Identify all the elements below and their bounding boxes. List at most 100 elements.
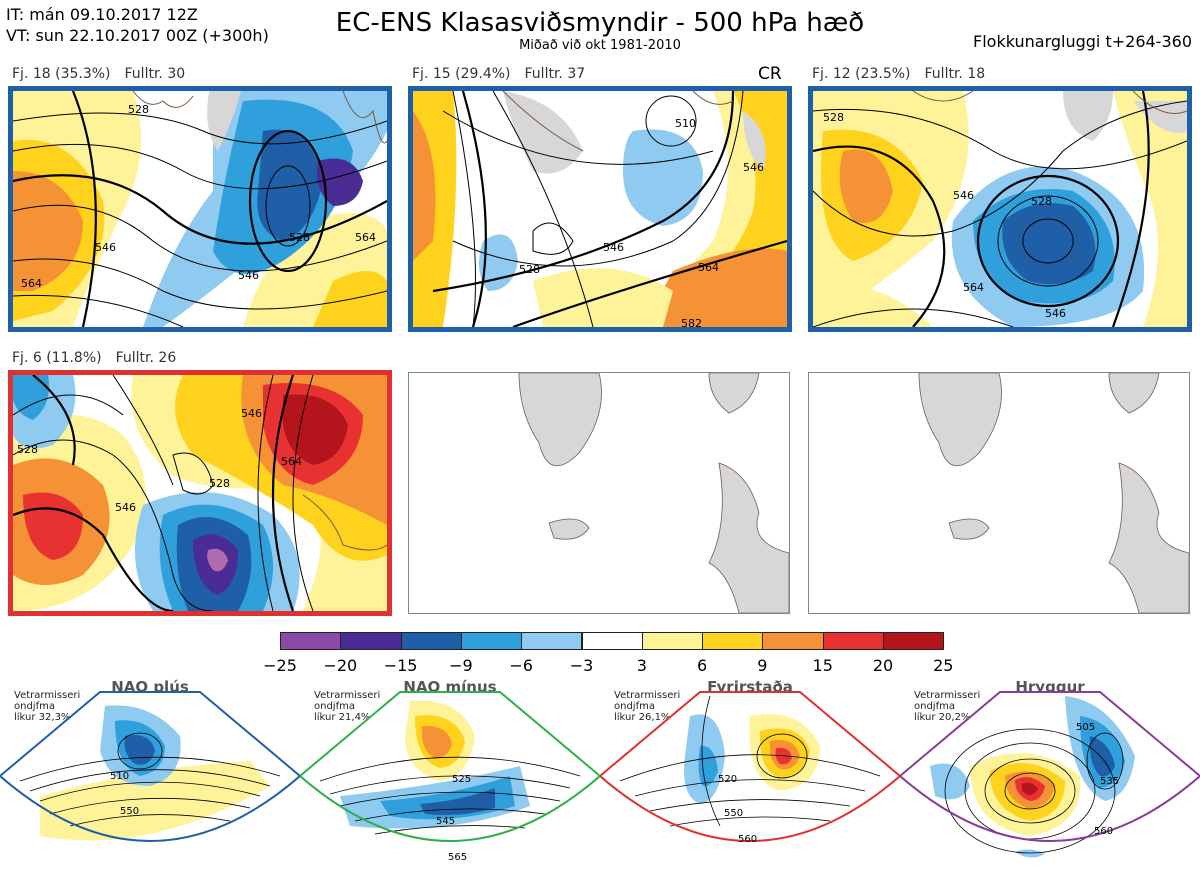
it-line: IT: mán 09.10.2017 12Z <box>6 5 198 24</box>
panel-4-contour-label: 528 <box>17 443 38 456</box>
colorbar-swatch <box>521 632 583 650</box>
colorbar-swatch <box>883 632 945 650</box>
regime-months: ondjfma <box>14 701 55 712</box>
panel-3-fj: Fj. 12 (23.5%) <box>812 66 911 82</box>
colorbar-swatch <box>340 632 402 650</box>
regime-ridge: Hryggur Vetrarmisseri ondjfma líkur 20,2… <box>900 676 1200 871</box>
regime-contour-label: 550 <box>724 808 743 819</box>
panel-1-contour-label: 546 <box>238 269 259 282</box>
panel-2-contour-label: 528 <box>519 263 540 276</box>
vt-line: VT: sun 22.10.2017 00Z (+300h) <box>6 26 269 45</box>
panel-2-contour-label: 546 <box>743 161 764 174</box>
page-title: EC-ENS Klasasviðsmyndir - 500 hPa hæð <box>335 8 865 38</box>
regime-meta: Vetrarmisseri ondjfma líkur 26,1% <box>614 690 680 723</box>
panel-2-fulltr: Fulltr. 37 <box>524 66 586 82</box>
panel-4-label: Fj. 6 (11.8%) Fulltr. 26 <box>12 350 190 366</box>
empty-map-panel-5 <box>408 372 790 614</box>
cluster-map-panel-3: 528 546 564 546 528 <box>808 86 1192 332</box>
regime-meta: Vetrarmisseri ondjfma líkur 20,2% <box>914 690 980 723</box>
panel-4-fulltr: Fulltr. 26 <box>115 350 177 366</box>
colorbar-swatch <box>581 632 643 650</box>
panel-4-contour-label: 546 <box>115 501 136 514</box>
colorbar-swatch <box>702 632 764 650</box>
regime-probability: líkur 32,3% <box>14 712 71 723</box>
classification-window: Flokkunargluggi t+264-360 <box>973 32 1192 51</box>
page-subtitle: Miðað við okt 1981-2010 <box>519 38 681 53</box>
panel-1-fulltr: Fulltr. 30 <box>124 66 186 82</box>
colorbar-tick-label: 15 <box>812 656 833 675</box>
header-info: IT: mán 09.10.2017 12Z VT: sun 22.10.201… <box>6 4 269 46</box>
panel-1-label: Fj. 18 (35.3%) Fulltr. 30 <box>12 66 199 82</box>
colorbar-tick-label: −25 <box>263 656 297 675</box>
panel-3-contour-label: 546 <box>953 189 974 202</box>
cluster-map-panel-1: 528 546 564 564 546 528 <box>8 86 392 332</box>
regime-season: Vetrarmisseri <box>914 690 981 701</box>
colorbar-tick-label: −3 <box>569 656 594 675</box>
panel-3-contour-label: 528 <box>823 111 844 124</box>
panel-2-contour-label: 582 <box>681 317 702 327</box>
empty-base-map <box>518 373 789 613</box>
colorbar-tick-label: −15 <box>383 656 418 675</box>
regime-meta: Vetrarmisseri ondjfma líkur 32,3% <box>14 690 80 723</box>
colorbar-swatch <box>460 632 523 650</box>
regime-contour-label: 505 <box>1076 722 1095 733</box>
cluster-map-1: 528 546 564 564 546 528 <box>13 91 387 327</box>
colorbar-tick-label: −6 <box>509 656 533 675</box>
colorbar-swatch <box>762 632 824 650</box>
regime-blocking: Fyrirstaða Vetrarmisseri ondjfma líkur 2… <box>600 676 900 871</box>
panel-2-contour-label: 564 <box>698 261 719 274</box>
regime-probability: líkur 21,4% <box>314 712 371 723</box>
regime-map-ridge: 505 535 560 <box>900 691 1200 858</box>
panel-2-contour-label: 510 <box>675 117 696 130</box>
panel-2-contour-label: 546 <box>603 241 624 254</box>
regime-probability: líkur 20,2% <box>914 712 971 723</box>
colorbar-swatch <box>280 632 342 650</box>
panel-2-label: Fj. 15 (29.4%) Fulltr. 37 <box>412 66 599 82</box>
cluster-map-panel-4: 528 546 564 546 528 <box>8 370 392 616</box>
colorbar-tick-label: 6 <box>697 656 708 675</box>
colorbar-tick-label: 25 <box>933 656 954 675</box>
regime-nao-minus: NAO mínus Vetrarmisseri ondjfma líkur 21… <box>300 676 600 871</box>
colorbar-tick-label: −20 <box>323 656 358 675</box>
panel-2-tag: CR <box>758 64 782 84</box>
regime-contour-label: 520 <box>718 774 737 785</box>
regime-season: Vetrarmisseri <box>614 690 681 701</box>
regime-contour-label: 525 <box>452 774 471 785</box>
regime-probability: líkur 26,1% <box>614 712 671 723</box>
regime-contour-label: 545 <box>436 816 455 827</box>
panel-1-contour-label: 564 <box>355 231 376 244</box>
panel-3-contour-label: 546 <box>1045 307 1066 320</box>
panel-1-contour-label: 528 <box>128 103 149 116</box>
regime-meta: Vetrarmisseri ondjfma líkur 21,4% <box>314 690 380 723</box>
regime-map-nao-plus: 510 550 <box>0 691 300 842</box>
regime-contour-label: 560 <box>738 834 757 845</box>
panel-1-fj: Fj. 18 (35.3%) <box>12 66 111 82</box>
regime-season: Vetrarmisseri <box>14 690 81 701</box>
regime-contour-label: 565 <box>448 852 467 863</box>
regime-contour-label: 550 <box>120 806 139 817</box>
cluster-map-3: 528 546 564 546 528 <box>813 91 1187 327</box>
colorbar-tick-label: −9 <box>449 656 473 675</box>
regime-map-blocking: 520 550 560 <box>600 691 900 845</box>
regime-months: ondjfma <box>614 701 655 712</box>
panel-4-fj: Fj. 6 (11.8%) <box>12 350 102 366</box>
panel-3-label: Fj. 12 (23.5%) Fulltr. 18 <box>812 66 999 82</box>
regime-map-nao-minus: 525 545 565 <box>300 691 600 863</box>
panel-1-contour-label: 546 <box>95 241 116 254</box>
empty-base-map <box>918 373 1189 613</box>
panel-3-fulltr: Fulltr. 18 <box>924 66 986 82</box>
colorbar-tick-label: 9 <box>757 656 768 675</box>
panel-4-contour-label: 564 <box>281 455 302 468</box>
colorbar-swatch <box>822 632 884 650</box>
colorbar-tick-label: 3 <box>636 656 647 675</box>
regime-months: ondjfma <box>314 701 355 712</box>
colorbar-tick-label: 20 <box>872 656 894 675</box>
regime-months: ondjfma <box>914 701 955 712</box>
cluster-map-4: 528 546 564 546 528 <box>13 375 387 611</box>
regime-contour-label: 510 <box>110 771 129 782</box>
regime-season: Vetrarmisseri <box>314 690 381 701</box>
regime-contour-label: 535 <box>1100 776 1119 787</box>
panel-3-contour-label: 528 <box>1031 195 1052 208</box>
panel-1-contour-label: 528 <box>289 231 310 244</box>
colorbar-swatch <box>641 632 704 650</box>
